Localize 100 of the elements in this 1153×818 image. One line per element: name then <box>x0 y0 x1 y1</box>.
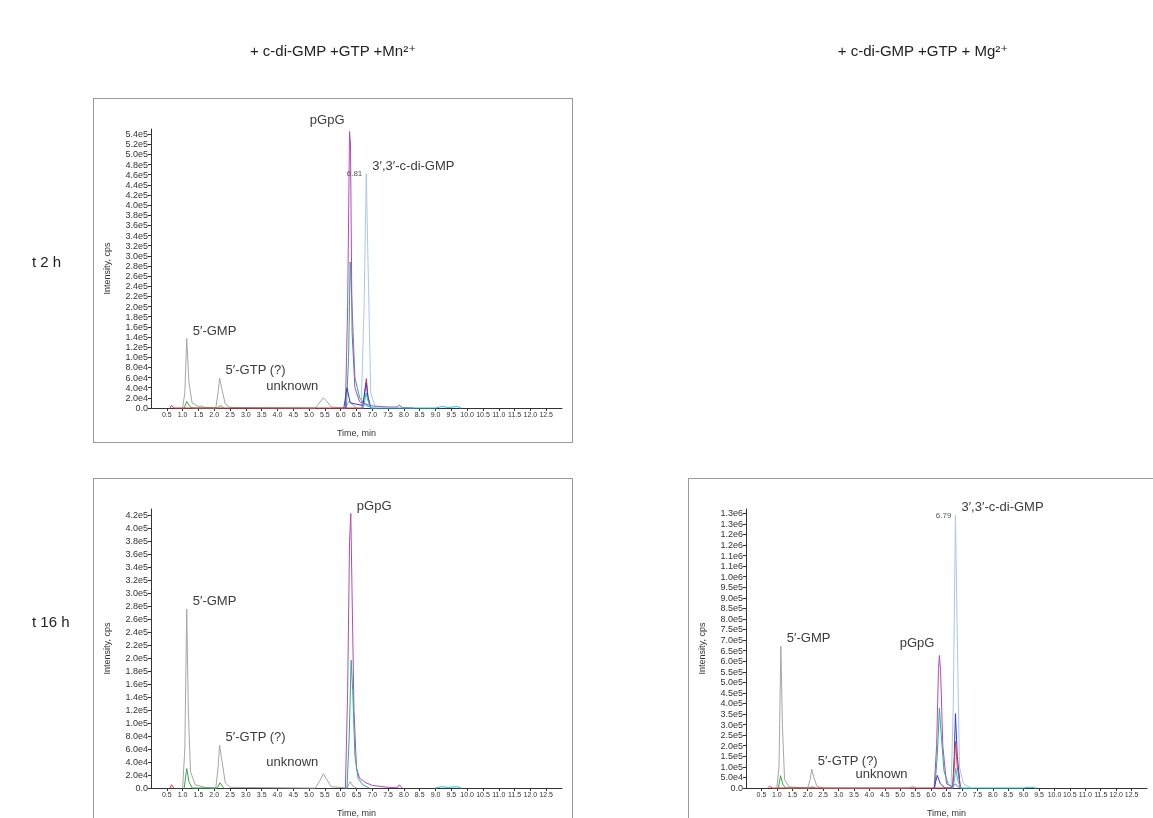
annotation: unknown <box>266 377 319 393</box>
y-tick-label: 2.0e5 <box>125 653 148 664</box>
y-tick-label: 6.0e4 <box>125 744 148 755</box>
y-tick-label: 8.0e4 <box>125 731 148 742</box>
y-tick-label: 5.0e5 <box>125 149 148 160</box>
annotation: 5′-GTP (?) <box>225 729 286 745</box>
y-tick-label: 5.0e5 <box>720 677 743 688</box>
y-tick-label: 2.6e5 <box>125 614 148 625</box>
y-tick-label: 4.2e5 <box>125 189 148 200</box>
y-tick-label: 3.0e5 <box>125 588 148 599</box>
y-tick-label: 8.5e5 <box>720 603 743 614</box>
annotation: pGpG <box>356 497 392 513</box>
line-series <box>346 659 370 789</box>
y-tick-label: 4.0e4 <box>125 382 148 393</box>
y-tick-label: 1.2e5 <box>125 705 148 716</box>
y-tick-label: 5.5e5 <box>720 666 743 677</box>
line-series <box>767 741 961 789</box>
y-tick-label: 1.3e6 <box>720 508 743 519</box>
y-tick-label: 3.5e5 <box>720 709 743 720</box>
y-tick-label: 3.6e5 <box>125 220 148 231</box>
y-tick-label: 5.2e5 <box>125 139 148 150</box>
y-tick-label: 6.5e5 <box>720 645 743 656</box>
line-series <box>343 382 372 409</box>
annotation: 6.79 <box>935 510 952 520</box>
y-tick-label: 2.4e5 <box>125 281 148 292</box>
y-tick-label: 1.0e5 <box>125 718 148 729</box>
line-series <box>169 378 372 409</box>
y-tick-label: 4.8e5 <box>125 159 148 170</box>
y-axis-title: Intensity, cps <box>101 622 112 675</box>
line-series <box>362 392 462 409</box>
y-tick-label: 3.4e5 <box>125 562 148 573</box>
y-tick-label: 1.4e5 <box>125 692 148 703</box>
y-tick-label: 1.4e5 <box>125 331 148 342</box>
y-tick-label: 1.0e5 <box>125 352 148 363</box>
line-series <box>182 608 357 789</box>
annotation: 5′-GTP (?) <box>225 362 286 378</box>
annotation: 3′,3′-c-di-GMP <box>961 499 1044 515</box>
y-tick-label: 2.8e5 <box>125 601 148 612</box>
line-series <box>933 654 963 789</box>
y-axis-title: Intensity, cps <box>101 242 112 295</box>
annotation: pGpG <box>309 111 345 127</box>
y-tick-label: 2.0e5 <box>720 740 743 751</box>
y-tick-label: 1.2e6 <box>720 539 743 550</box>
x-axis-title: Time, min <box>336 427 377 438</box>
y-tick-label: 1.3e6 <box>720 518 743 529</box>
y-tick-label: 1.2e5 <box>125 342 148 353</box>
y-tick-label: 3.8e5 <box>125 210 148 221</box>
annotation: unknown <box>855 766 908 782</box>
y-tick-label: 3.0e5 <box>125 250 148 261</box>
chart-title: + c-di-GMP +GTP +Mn²⁺ <box>248 42 418 60</box>
x-axis-title: Time, min <box>336 807 377 818</box>
y-tick-label: 1.8e5 <box>125 311 148 322</box>
y-tick-label: 4.4e5 <box>125 179 148 190</box>
line-series <box>934 707 954 789</box>
annotation: 5′-GMP <box>192 322 237 338</box>
y-tick-label: 0.0 <box>730 783 743 793</box>
chart-title: + c-di-GMP +GTP + Mg²⁺ <box>836 42 1010 60</box>
y-tick-label: 2.4e5 <box>125 627 148 638</box>
y-tick-label: 8.0e4 <box>125 362 148 373</box>
y-tick-label: 1.0e6 <box>720 571 743 582</box>
y-tick-label: 2.0e4 <box>125 392 148 403</box>
y-tick-label: 5.0e4 <box>720 772 743 783</box>
y-tick-label: 6.0e5 <box>720 656 743 667</box>
y-tick-label: 2.0e5 <box>125 301 148 312</box>
y-tick-label: 6.0e4 <box>125 372 148 383</box>
x-axis-title: Time, min <box>926 807 967 818</box>
y-tick-label: 5.4e5 <box>125 129 148 140</box>
y-tick-label: 2.6e5 <box>125 271 148 282</box>
y-axis-title: Intensity, cps <box>696 622 707 675</box>
y-tick-label: 3.4e5 <box>125 230 148 241</box>
y-tick-label: 9.5e5 <box>720 582 743 593</box>
y-tick-label: 3.6e5 <box>125 549 148 560</box>
line-series <box>952 767 1037 789</box>
text: t 2 h <box>32 253 62 270</box>
y-tick-label: 8.0e5 <box>720 613 743 624</box>
y-tick-label: 0.0 <box>135 403 148 413</box>
y-tick-label: 0.0 <box>135 783 148 793</box>
y-tick-label: 1.8e5 <box>125 666 148 677</box>
y-tick-label: 2.0e4 <box>125 770 148 781</box>
annotation: 3′,3′-c-di-GMP <box>372 157 455 173</box>
y-tick-label: 7.5e5 <box>720 624 743 635</box>
y-tick-label: 4.5e5 <box>720 687 743 698</box>
y-tick-label: 7.0e5 <box>720 635 743 646</box>
y-tick-label: 2.8e5 <box>125 260 148 271</box>
text: t 16 h <box>32 613 70 630</box>
y-tick-label: 4.0e4 <box>125 757 148 768</box>
y-tick-label: 4.0e5 <box>125 523 148 534</box>
y-tick-label: 1.1e6 <box>720 550 743 561</box>
annotation: unknown <box>266 753 319 769</box>
y-tick-label: 3.8e5 <box>125 536 148 547</box>
annotation: 5′-GMP <box>192 592 237 608</box>
annotation: 5′-GTP (?) <box>817 753 878 769</box>
y-tick-label: 1.1e6 <box>720 561 743 572</box>
annotation: pGpG <box>899 635 935 651</box>
y-tick-label: 4.2e5 <box>125 510 148 521</box>
y-tick-label: 1.6e5 <box>125 679 148 690</box>
y-tick-label: 1.0e5 <box>720 761 743 772</box>
line-series <box>183 768 225 789</box>
line-series <box>345 261 373 409</box>
line-series <box>950 514 972 789</box>
